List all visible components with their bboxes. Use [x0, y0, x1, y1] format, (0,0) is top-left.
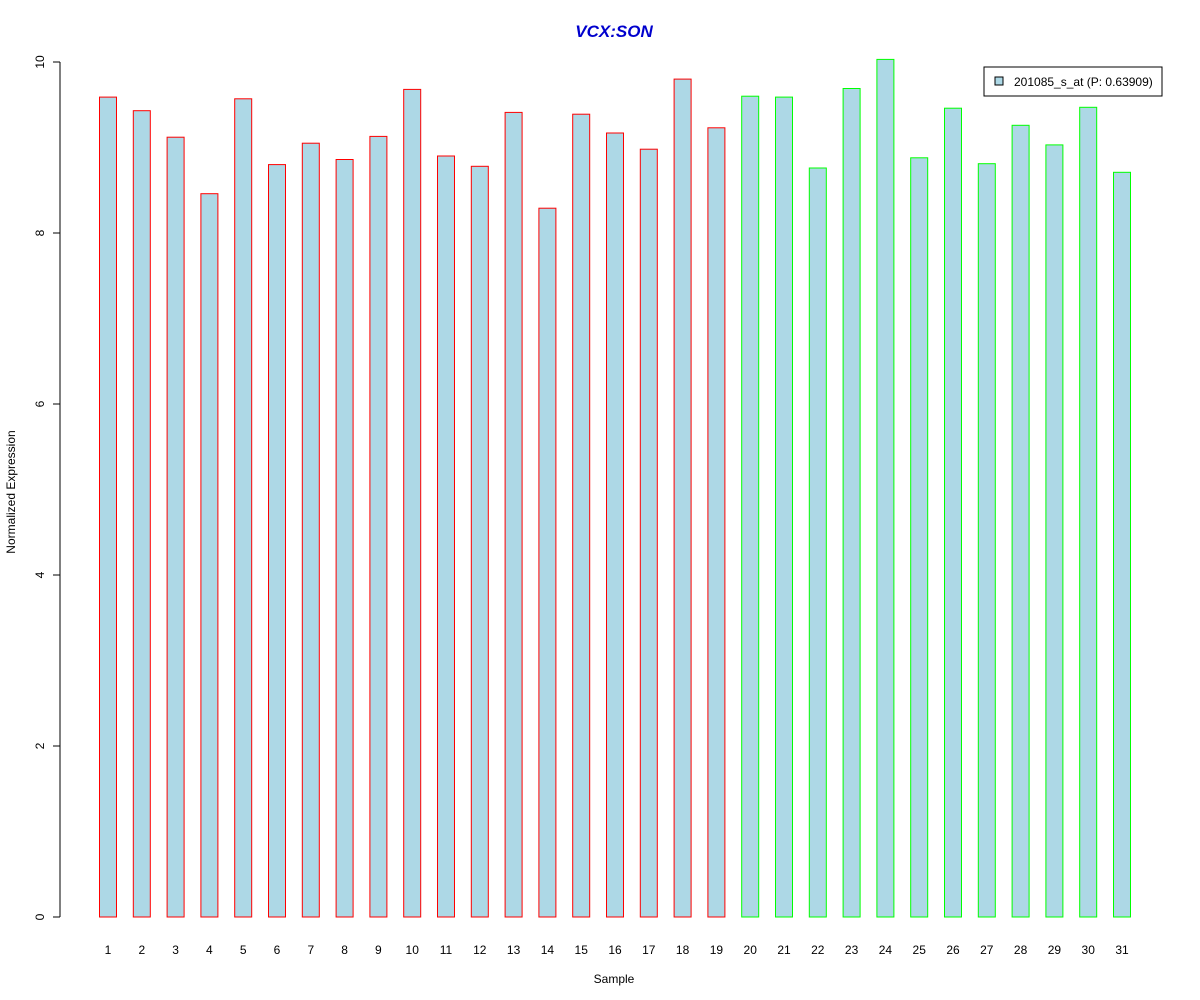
x-tick-label: 16: [608, 943, 622, 957]
bar: [403, 88, 422, 918]
bar: [1045, 144, 1064, 918]
bar: [200, 193, 219, 918]
bar: [166, 136, 185, 918]
x-tick-label: 25: [913, 943, 927, 957]
bar: [369, 135, 388, 918]
x-tick-label: 6: [274, 943, 281, 957]
x-tick-label: 10: [406, 943, 420, 957]
x-tick-label: 21: [777, 943, 791, 957]
x-tick-label: 18: [676, 943, 690, 957]
bar: [1079, 106, 1098, 918]
x-tick-label: 29: [1048, 943, 1062, 957]
bar: [639, 148, 658, 918]
y-tick-label: 2: [33, 742, 47, 749]
x-tick-label: 15: [575, 943, 589, 957]
x-tick-label: 26: [946, 943, 960, 957]
bar: [234, 98, 253, 918]
bar: [1113, 171, 1131, 918]
x-tick-label: 1: [105, 943, 112, 957]
bar: [437, 155, 455, 918]
bar: [977, 163, 996, 918]
legend: 201085_s_at (P: 0.63909): [983, 66, 1163, 97]
bar: [538, 207, 557, 918]
bar: [1011, 124, 1030, 918]
bar: [944, 107, 962, 918]
x-tick-label: 28: [1014, 943, 1028, 957]
x-tick-label: 31: [1115, 943, 1129, 957]
x-tick-label: 3: [172, 943, 179, 957]
x-tick-label: 19: [710, 943, 724, 957]
x-tick-label: 4: [206, 943, 213, 957]
bar: [876, 58, 895, 918]
x-tick-label: 12: [473, 943, 487, 957]
bar: [132, 110, 151, 918]
bar: [606, 132, 624, 918]
bar: [301, 142, 320, 918]
bar: [335, 159, 354, 918]
bar: [910, 157, 929, 918]
bars: [99, 58, 1131, 918]
x-tick-label: 5: [240, 943, 247, 957]
x-tick-label: 23: [845, 943, 859, 957]
y-tick-label: 10: [33, 55, 47, 69]
bar: [572, 113, 591, 918]
x-tick-label: 9: [375, 943, 382, 957]
legend-box: [983, 66, 1163, 97]
y-tick-label: 6: [33, 400, 47, 407]
chart-title: VCX:SON: [575, 22, 653, 41]
y-axis: 0 2 4 6 8 10: [33, 55, 61, 920]
bar: [808, 167, 827, 918]
x-tick-label: 2: [138, 943, 145, 957]
bar: [470, 165, 489, 918]
bar: [741, 95, 760, 918]
bar: [268, 164, 286, 918]
y-tick-label: 8: [33, 229, 47, 236]
bar: [775, 96, 793, 918]
bar: [99, 96, 117, 918]
x-tick-label: 24: [879, 943, 893, 957]
x-tick-label: 11: [440, 943, 453, 957]
x-tick-label: 22: [811, 943, 825, 957]
x-tick-label: 17: [642, 943, 656, 957]
bar: [673, 78, 692, 918]
bar: [504, 111, 523, 918]
x-tick-label: 7: [307, 943, 314, 957]
x-tick-label: 8: [341, 943, 348, 957]
x-tick-label: 14: [541, 943, 555, 957]
x-tick-label: 30: [1082, 943, 1096, 957]
legend-swatch: [994, 76, 1004, 86]
x-tick-labels: 1 2 3 4 5 6 7 8 9 10 11 12 13 14 15 16 17 18 19 20 21 22 23 24 2…: [105, 943, 1129, 957]
x-tick-label: 27: [980, 943, 994, 957]
bar: [842, 88, 861, 918]
y-axis-label: Normalized Expression: [4, 430, 18, 553]
x-axis-label: Sample: [594, 972, 635, 986]
y-tick-label: 0: [33, 913, 47, 920]
legend-label: 201085_s_at (P: 0.63909): [1014, 75, 1153, 89]
x-tick-label: 20: [744, 943, 758, 957]
y-tick-label: 4: [33, 571, 47, 578]
x-tick-label: 13: [507, 943, 521, 957]
bar: [707, 127, 726, 918]
